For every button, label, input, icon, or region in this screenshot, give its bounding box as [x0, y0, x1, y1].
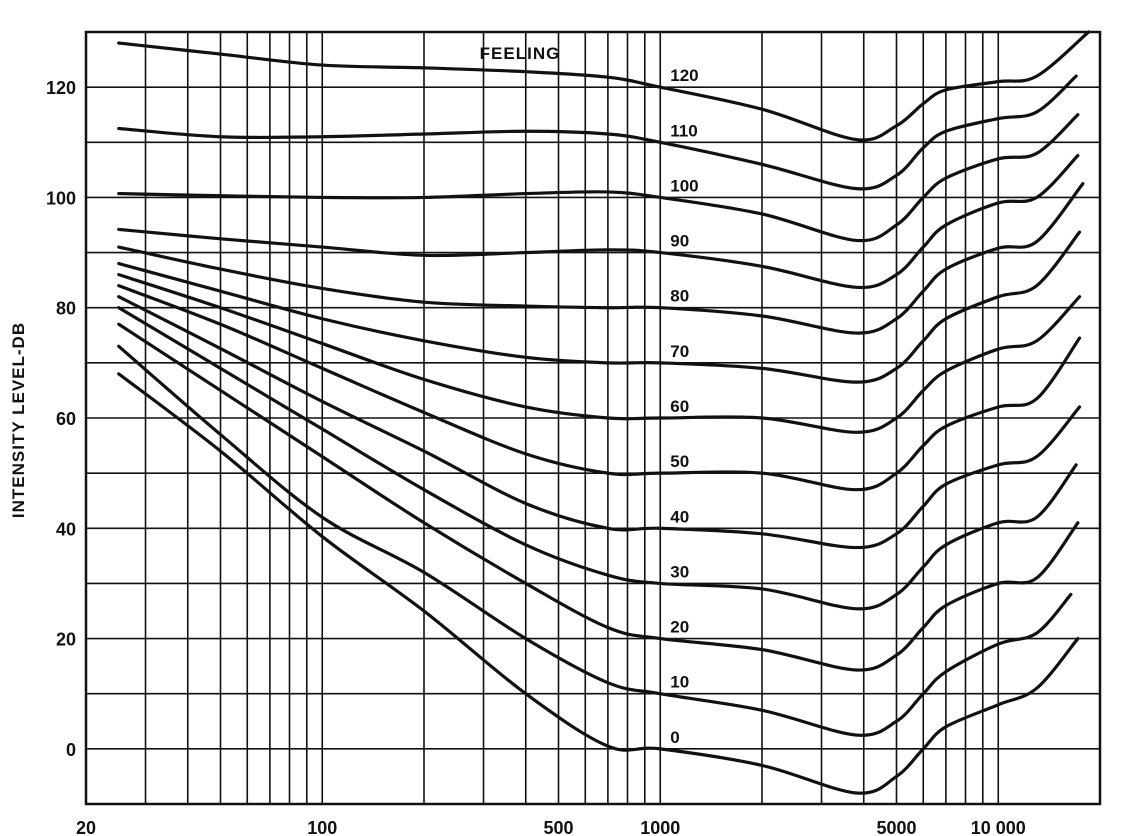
curve-label-60: 60 [670, 397, 689, 416]
curve-label-background [668, 728, 683, 745]
curve-label-background [668, 508, 693, 525]
curve-label-background [668, 287, 693, 304]
curve-label-110: 110 [670, 121, 697, 140]
curve-label-0: 0 [670, 728, 679, 747]
curve-label-background [668, 342, 693, 359]
curve-label-70: 70 [670, 342, 689, 361]
y-tick-label: 120 [46, 78, 76, 98]
y-tick-label: 0 [66, 740, 76, 760]
curve-label-10: 10 [670, 673, 689, 692]
annotation-feeling: FEELING [480, 44, 561, 63]
x-tick-label: 1000 [640, 818, 680, 836]
curve-label-background [668, 67, 703, 84]
loudness-curve-30 [117, 306, 1078, 611]
x-tick-label: 10 000 [971, 818, 1026, 836]
y-tick-label: 20 [56, 630, 76, 650]
labels: 20 100 500 1000 5000 10 000 0 20 40 60 80 100 120 0 10… [46, 44, 1026, 836]
loudness-curve-100 [117, 113, 1080, 243]
loudness-curve-120 [117, 30, 1091, 142]
loudness-curve-10 [117, 344, 1073, 737]
curve-label-background [668, 177, 703, 194]
curve-label-background [668, 563, 693, 580]
loudness-curve-70 [117, 230, 1082, 384]
y-tick-label: 80 [56, 299, 76, 319]
curves [117, 30, 1091, 795]
curve-label-background [668, 122, 703, 139]
curve-label-background [668, 398, 693, 414]
y-tick-label: 100 [46, 188, 76, 208]
curve-label-90: 90 [670, 232, 689, 251]
curve-label-80: 80 [670, 287, 689, 306]
loudness-curve-50 [117, 284, 1082, 492]
x-tick-label: 5000 [876, 818, 916, 836]
loudness-curve-90 [117, 153, 1080, 290]
loudness-curve-20 [117, 322, 1080, 672]
x-tick-label: 20 [76, 818, 96, 836]
y-tick-label: 60 [56, 409, 76, 429]
curve-label-40: 40 [670, 507, 689, 526]
loudness-curve-60 [117, 273, 1082, 434]
loudness-curve-0 [117, 372, 1080, 795]
y-axis-label: INTENSITY LEVEL-DB [9, 322, 28, 518]
curve-label-background [668, 618, 693, 635]
curve-label-20: 20 [670, 618, 689, 637]
loudness-curve-110 [117, 74, 1078, 191]
x-tick-label: 100 [307, 818, 337, 836]
grid [86, 32, 1100, 804]
curve-label-100: 100 [670, 176, 698, 195]
curve-label-background [668, 453, 693, 470]
y-tick-label: 40 [56, 519, 76, 539]
curve-label-background [668, 232, 693, 249]
curve-label-30: 30 [670, 562, 689, 581]
loudness-curve-80 [117, 182, 1085, 335]
curve-label-background [668, 673, 693, 690]
plot-frame [84, 30, 1102, 806]
curve-label-50: 50 [670, 452, 689, 471]
curve-label-120: 120 [670, 66, 698, 85]
x-tick-label: 500 [543, 818, 573, 836]
loudness-curve-40 [117, 295, 1082, 550]
